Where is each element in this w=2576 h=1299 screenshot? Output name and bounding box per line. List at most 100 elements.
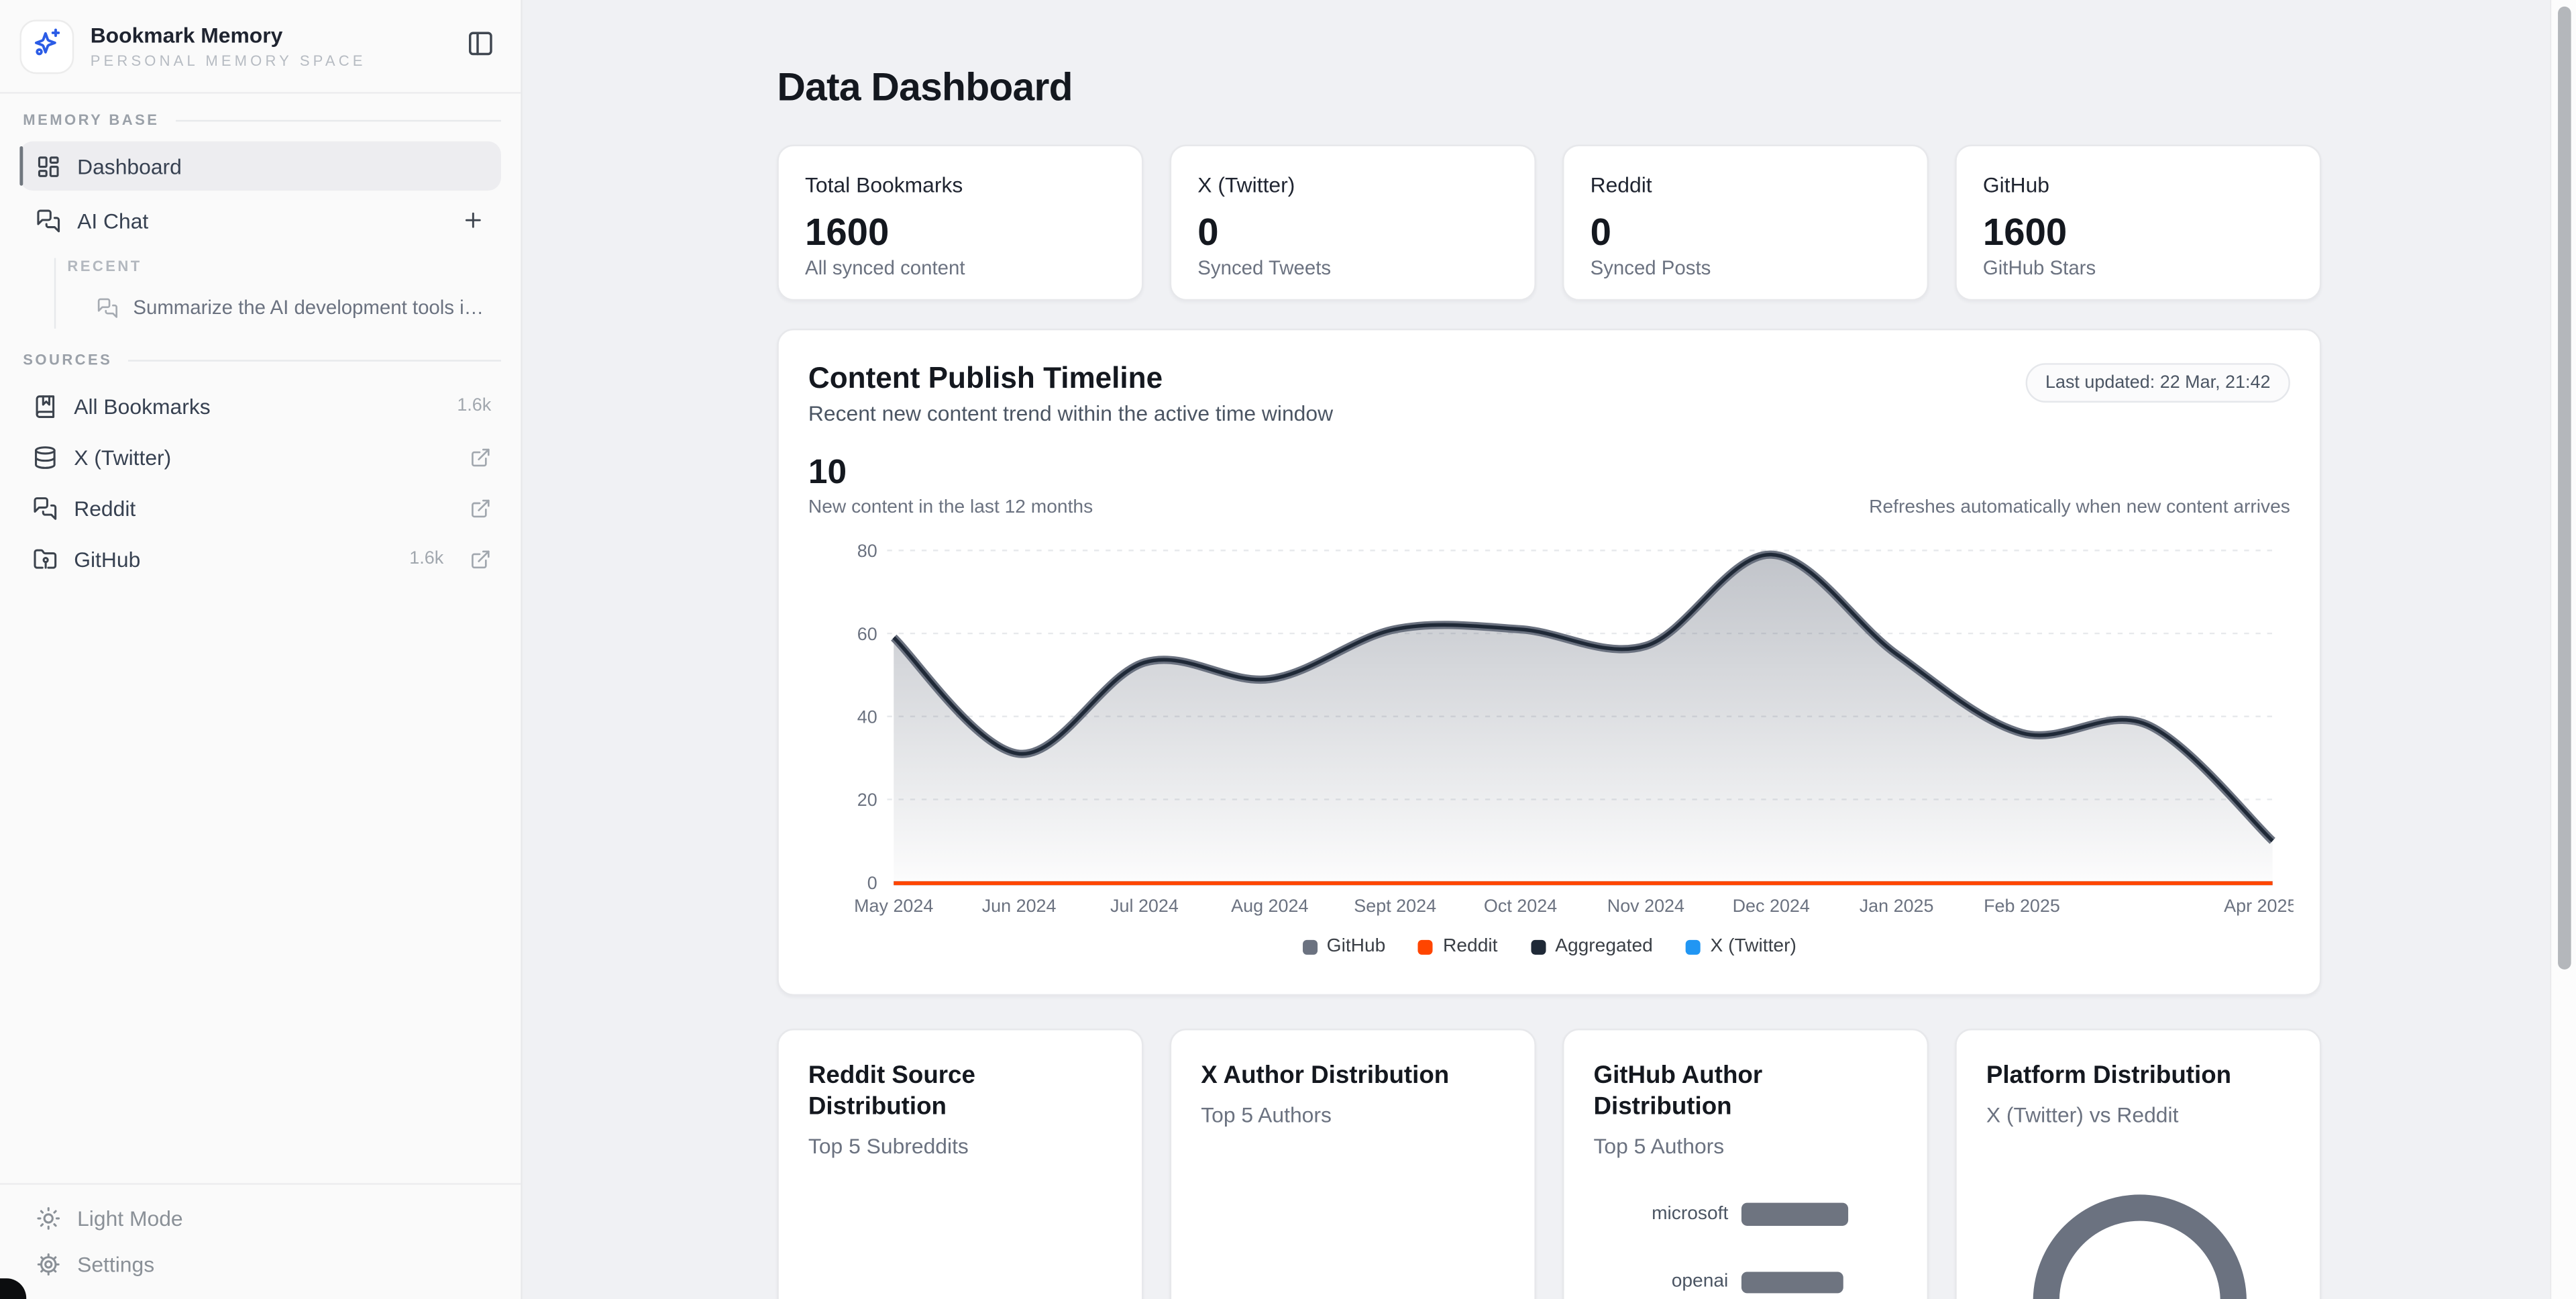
- timeline-chart: 0 20 40 60 80 May 2024 Jun 2024 Jul 2024 Aug 202…: [854, 541, 2294, 916]
- platform-distribution-card: Platform Distribution X (Twitter) vs Red…: [1955, 1029, 2322, 1299]
- settings-button[interactable]: Settings: [19, 1241, 501, 1287]
- sidebar-item-reddit[interactable]: Reddit: [19, 483, 501, 532]
- stat-subtext: Synced Posts: [1590, 256, 1711, 280]
- memory-base-label: MEMORY BASE: [23, 111, 160, 129]
- stat-subtext: GitHub Stars: [1982, 256, 2096, 280]
- timeline-caption: New content in the last 12 months: [808, 498, 1093, 518]
- section-divider: [175, 119, 501, 121]
- svg-text:Apr 2025: Apr 2025: [2224, 896, 2294, 916]
- messages-square-icon: [36, 208, 61, 233]
- donut-ring: [2033, 1194, 2247, 1299]
- sidebar: Bookmark Memory PERSONAL MEMORY SPACE ME…: [0, 0, 523, 1299]
- light-mode-label: Light Mode: [77, 1205, 183, 1231]
- section-memory-base: MEMORY BASE: [19, 112, 501, 128]
- recent-chat-item[interactable]: Summarize the AI development tools in my: [56, 289, 501, 325]
- stat-label: X (Twitter): [1197, 172, 1295, 197]
- bar-row-openai: openai: [1594, 1271, 1898, 1294]
- sidebar-item-dashboard[interactable]: Dashboard: [19, 141, 501, 191]
- stat-card-x-twitter: X (Twitter) 0 Synced Tweets: [1169, 144, 1536, 301]
- stat-subtext: Synced Tweets: [1197, 256, 1332, 280]
- stat-subtext: All synced content: [805, 256, 965, 280]
- legend-label: Reddit: [1443, 936, 1498, 957]
- source-label: GitHub: [74, 546, 141, 572]
- sources-label: SOURCES: [23, 352, 113, 368]
- app-title: Bookmark Memory: [90, 23, 283, 48]
- legend-aggregated[interactable]: Aggregated: [1530, 936, 1653, 957]
- stats-row: Total Bookmarks 1600 All synced content …: [777, 144, 2322, 301]
- legend-swatch: [1301, 939, 1317, 954]
- external-link-icon[interactable]: [470, 548, 491, 570]
- github-author-distribution-card: GitHub Author Distribution Top 5 Authors…: [1562, 1029, 1929, 1299]
- collapse-sidebar-button[interactable]: [464, 26, 498, 66]
- distribution-cards-row: Reddit Source Distribution Top 5 Subredd…: [777, 1029, 2322, 1299]
- stat-value: 0: [1197, 210, 1219, 254]
- svg-text:60: 60: [857, 624, 877, 644]
- folder-git-icon: [33, 546, 58, 571]
- sources-section: SOURCES All Bookmarks: [19, 352, 501, 583]
- chart-legend: GitHub Reddit Aggregated X (Twitter: [808, 937, 2290, 956]
- bar: [1741, 1202, 1849, 1225]
- card-title: GitHub Author Distribution: [1593, 1061, 1763, 1121]
- light-mode-toggle[interactable]: Light Mode: [19, 1194, 501, 1241]
- github-authors-bar-chart: microsoft openai: [1594, 1202, 1898, 1294]
- svg-text:Aug 2024: Aug 2024: [1231, 896, 1308, 916]
- external-link-icon[interactable]: [470, 497, 491, 519]
- svg-text:Feb 2025: Feb 2025: [1984, 896, 2060, 916]
- external-link-icon[interactable]: [470, 446, 491, 468]
- stat-card-reddit: Reddit 0 Synced Posts: [1562, 144, 1929, 301]
- sidebar-item-ai-chat[interactable]: AI Chat: [19, 195, 501, 244]
- page-title: Data Dashboard: [777, 65, 1073, 111]
- source-label: X (Twitter): [74, 444, 172, 470]
- sidebar-header: Bookmark Memory PERSONAL MEMORY SPACE: [0, 0, 521, 94]
- legend-swatch: [1530, 939, 1546, 954]
- scrollbar-thumb[interactable]: [2557, 6, 2571, 970]
- legend-swatch: [1685, 939, 1701, 954]
- svg-text:0: 0: [867, 873, 877, 893]
- reddit-source-distribution-card: Reddit Source Distribution Top 5 Subredd…: [777, 1029, 1144, 1299]
- svg-text:Jan 2025: Jan 2025: [1860, 896, 1934, 916]
- legend-x-twitter[interactable]: X (Twitter): [1685, 936, 1796, 957]
- timeline-title: Content Publish Timeline: [808, 361, 1163, 395]
- timeline-refresh-note: Refreshes automatically when new content…: [1869, 498, 2290, 518]
- card-title: X Author Distribution: [1201, 1061, 1450, 1090]
- svg-text:Oct 2024: Oct 2024: [1484, 896, 1557, 916]
- messages-square-icon: [33, 495, 58, 520]
- legend-github[interactable]: GitHub: [1301, 936, 1386, 957]
- timeline-big-number: 10: [808, 453, 847, 492]
- legend-swatch: [1418, 939, 1434, 954]
- messages-square-icon: [97, 297, 118, 318]
- sidebar-item-all-bookmarks[interactable]: All Bookmarks 1.6k: [19, 381, 501, 430]
- stat-label: Total Bookmarks: [805, 172, 963, 197]
- svg-text:May 2024: May 2024: [854, 896, 933, 916]
- sidebar-item-x-twitter[interactable]: X (Twitter): [19, 432, 501, 481]
- svg-text:Sept 2024: Sept 2024: [1354, 896, 1436, 916]
- sun-icon: [36, 1205, 61, 1230]
- stat-card-total-bookmarks: Total Bookmarks 1600 All synced content: [777, 144, 1144, 301]
- platform-donut-chart: [1986, 1157, 2290, 1299]
- app-title-block: Bookmark Memory PERSONAL MEMORY SPACE: [91, 23, 447, 69]
- legend-label: GitHub: [1326, 936, 1386, 957]
- card-subtitle: Top 5 Authors: [1593, 1133, 1725, 1159]
- legend-label: Aggregated: [1555, 936, 1653, 957]
- legend-reddit[interactable]: Reddit: [1418, 937, 1497, 956]
- card-title: Platform Distribution: [1986, 1061, 2232, 1090]
- dashboard-label: Dashboard: [77, 153, 182, 178]
- panel-left-icon: [467, 30, 495, 62]
- new-chat-button[interactable]: [462, 209, 484, 231]
- legend-label: X (Twitter): [1710, 936, 1796, 957]
- stat-label: Reddit: [1590, 172, 1652, 197]
- stat-value: 1600: [1982, 210, 2068, 254]
- sidebar-item-github[interactable]: GitHub 1.6k: [19, 534, 501, 583]
- source-count: 1.6k: [409, 548, 444, 569]
- card-subtitle: X (Twitter) vs Reddit: [1986, 1102, 2179, 1128]
- card-subtitle: Top 5 Subreddits: [808, 1133, 969, 1159]
- timeline-card: Content Publish Timeline Recent new cont…: [777, 328, 2322, 996]
- svg-text:Nov 2024: Nov 2024: [1607, 896, 1684, 916]
- stat-label: GitHub: [1982, 172, 2050, 197]
- database-icon: [33, 444, 58, 469]
- section-divider: [128, 359, 501, 361]
- x-author-distribution-card: X Author Distribution Top 5 Authors: [1169, 1029, 1536, 1299]
- bar-row-microsoft: microsoft: [1594, 1202, 1898, 1225]
- svg-text:Dec 2024: Dec 2024: [1733, 896, 1810, 916]
